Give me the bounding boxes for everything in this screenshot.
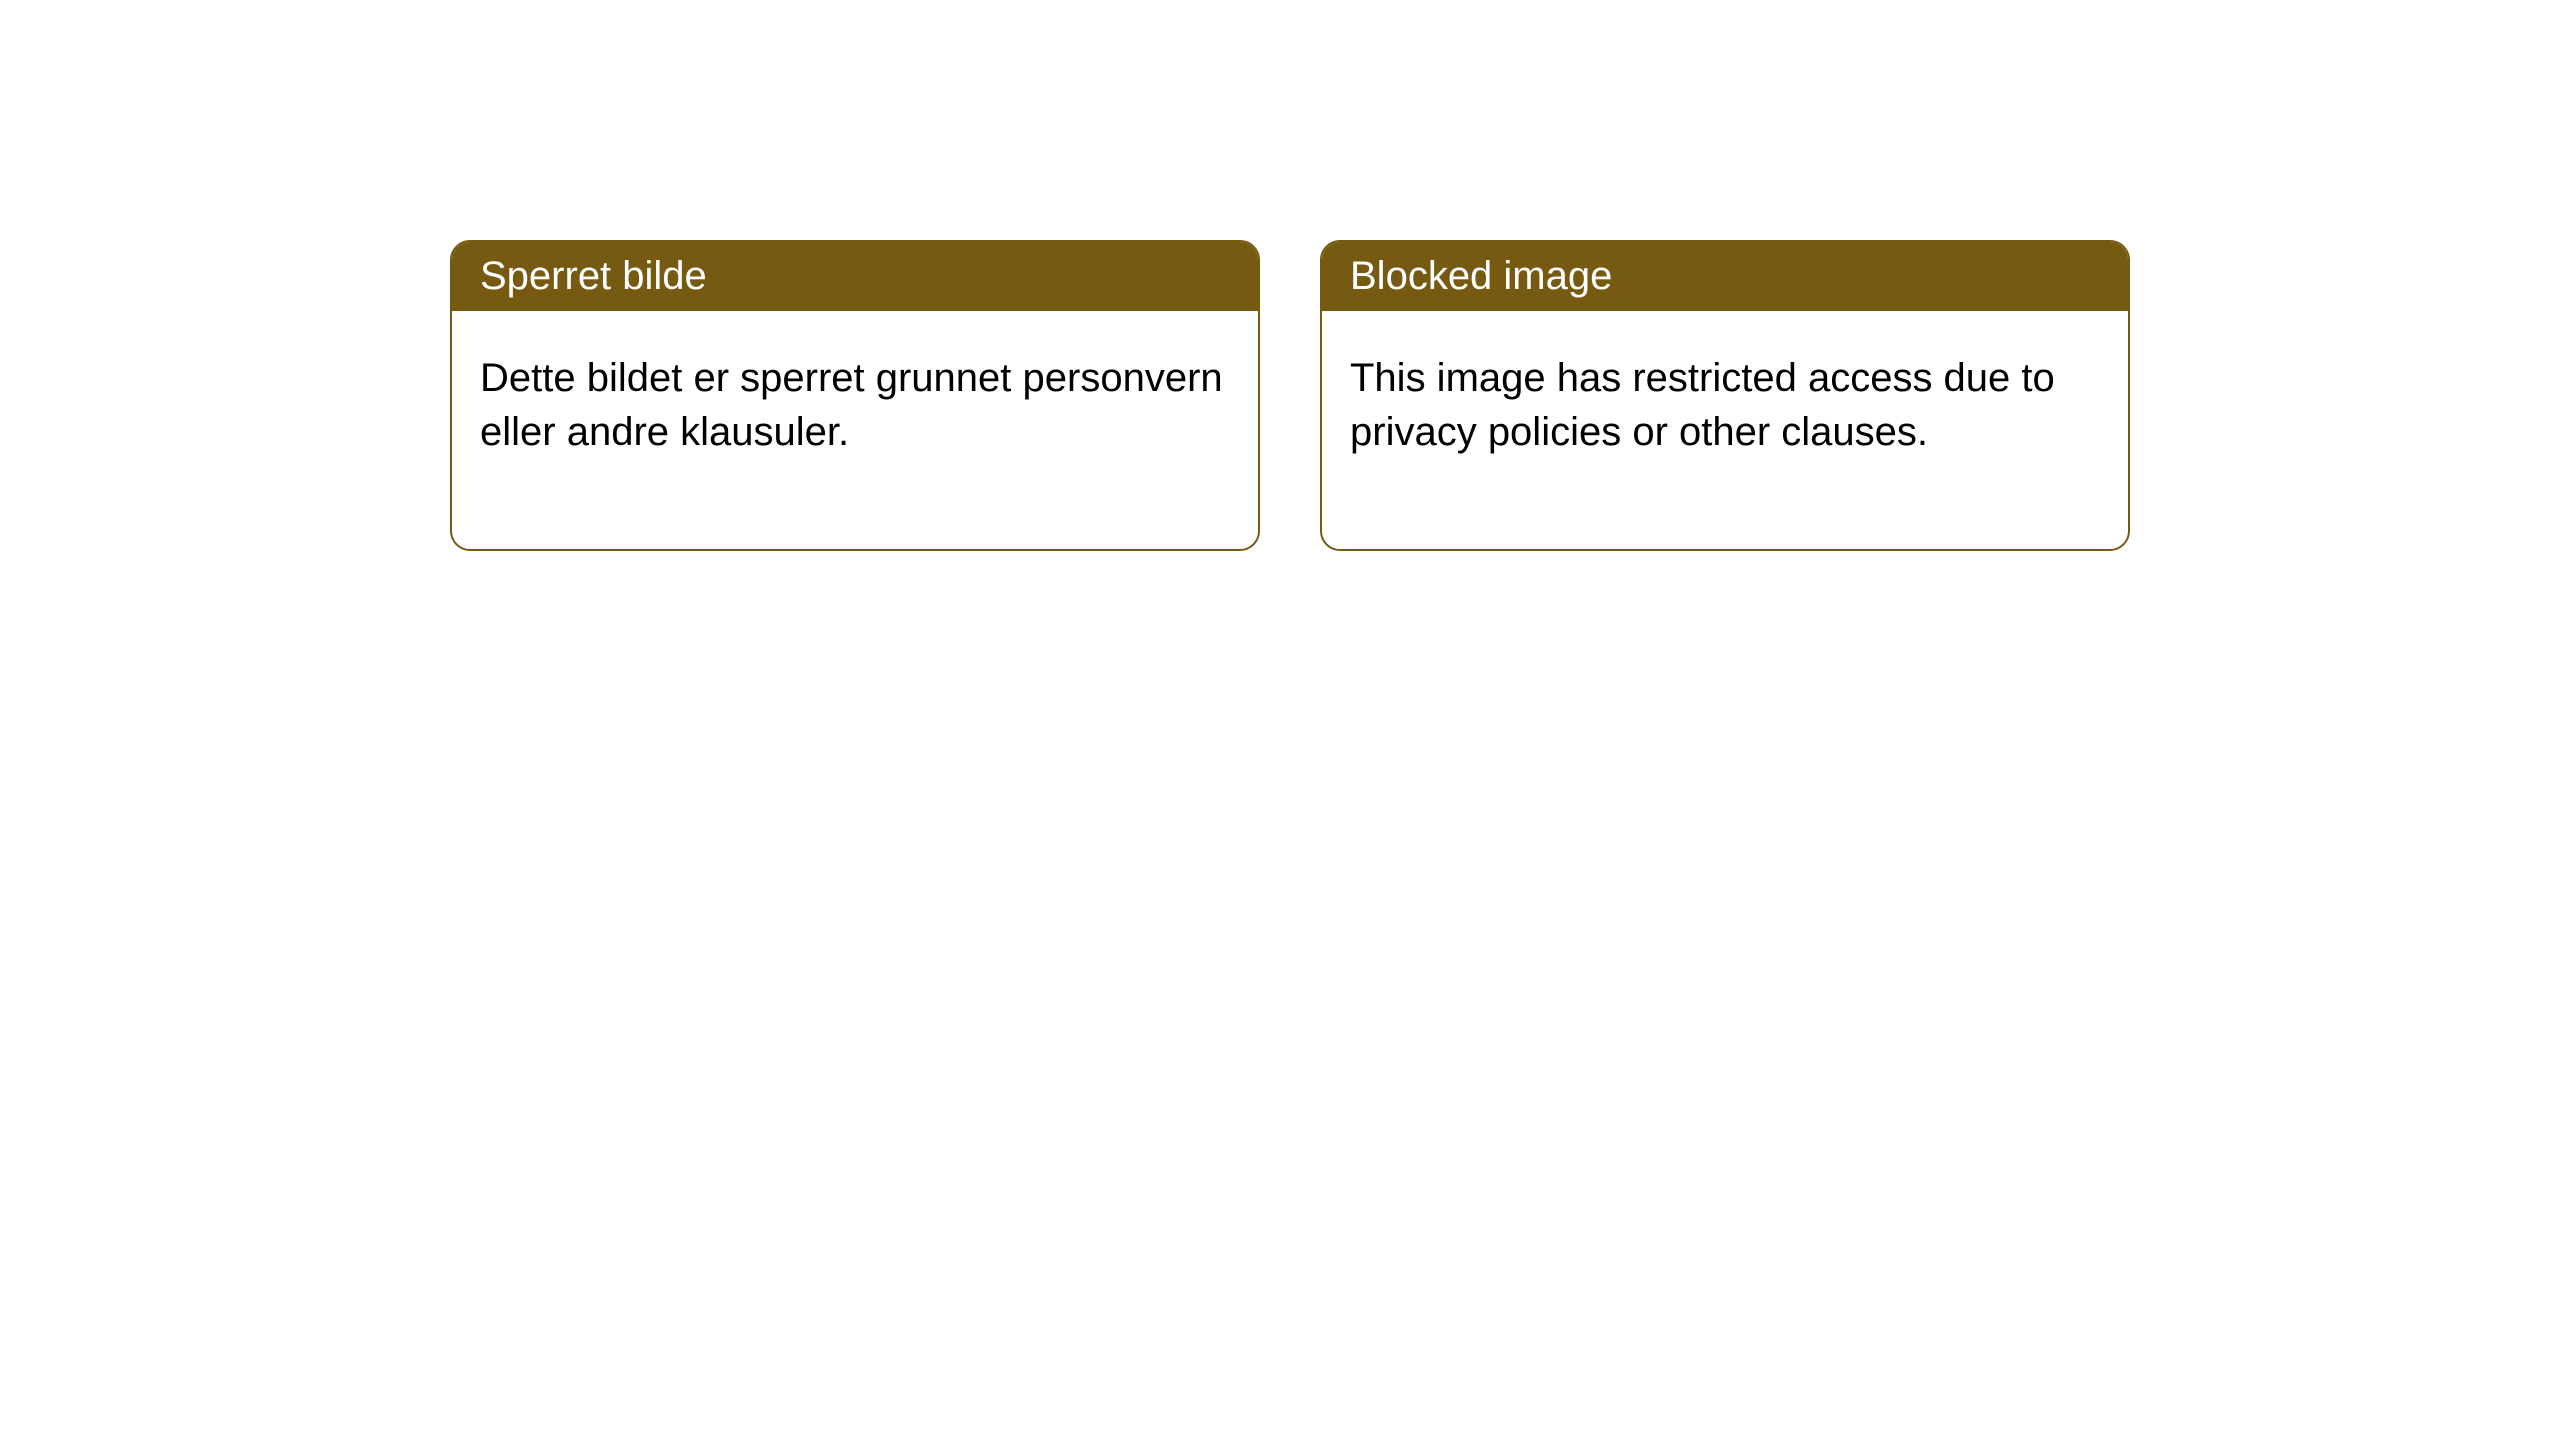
notice-container: Sperret bilde Dette bildet er sperret gr… (0, 0, 2560, 551)
card-text-english: This image has restricted access due to … (1350, 356, 2055, 454)
card-title-english: Blocked image (1350, 254, 1612, 298)
card-header-english: Blocked image (1322, 242, 2128, 311)
card-body-english: This image has restricted access due to … (1322, 311, 2128, 549)
blocked-card-english: Blocked image This image has restricted … (1320, 240, 2130, 551)
card-body-norwegian: Dette bildet er sperret grunnet personve… (452, 311, 1258, 549)
card-title-norwegian: Sperret bilde (480, 254, 707, 298)
blocked-card-norwegian: Sperret bilde Dette bildet er sperret gr… (450, 240, 1260, 551)
card-header-norwegian: Sperret bilde (452, 242, 1258, 311)
card-text-norwegian: Dette bildet er sperret grunnet personve… (480, 356, 1223, 454)
